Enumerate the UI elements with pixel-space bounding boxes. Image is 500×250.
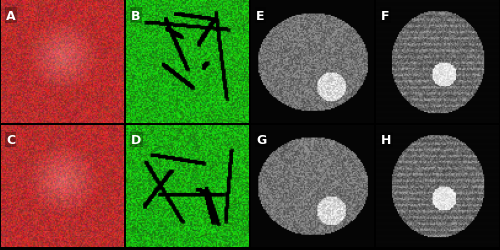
Text: H: H bbox=[381, 134, 392, 146]
Text: C: C bbox=[6, 134, 15, 146]
Text: E: E bbox=[256, 10, 264, 23]
Text: B: B bbox=[131, 10, 140, 23]
Text: D: D bbox=[131, 134, 141, 146]
Text: A: A bbox=[6, 10, 16, 23]
Text: G: G bbox=[256, 134, 266, 146]
Text: F: F bbox=[381, 10, 390, 23]
